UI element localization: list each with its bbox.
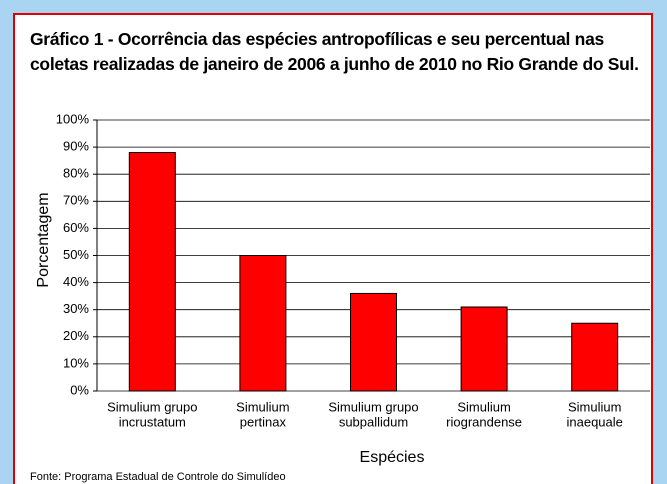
bar bbox=[128, 152, 176, 392]
y-tick-label: 60% bbox=[63, 220, 89, 235]
x-tick-label: Simulium grupo bbox=[107, 399, 197, 414]
y-tick-label: 90% bbox=[63, 139, 89, 154]
x-tick-label: Simulium bbox=[236, 399, 289, 414]
x-tick-label: Simulium bbox=[457, 399, 510, 414]
y-tick-label: 50% bbox=[63, 247, 89, 262]
panel bbox=[13, 13, 653, 484]
bar bbox=[460, 306, 508, 392]
x-tick-label: Simulium bbox=[568, 399, 621, 414]
y-tick-label: 70% bbox=[63, 193, 89, 208]
x-tick-label: pertinax bbox=[240, 414, 287, 429]
x-tick-label: subpallidum bbox=[339, 414, 408, 429]
y-tick-label: 100% bbox=[56, 111, 90, 126]
y-tick-label: 40% bbox=[63, 274, 89, 289]
x-tick-label: inaequale bbox=[567, 414, 623, 429]
y-tick-label: 0% bbox=[70, 382, 89, 397]
source: Fonte: Programa Estadual de Controle do … bbox=[30, 471, 286, 483]
chart-title: Gráfico 1 - Ocorrência das espécies antr… bbox=[30, 29, 639, 74]
x-tick-label: Simulium grupo bbox=[328, 399, 418, 414]
y-tick-label: 80% bbox=[63, 166, 89, 181]
x-tick-label: incrustatum bbox=[119, 414, 186, 429]
x-axis-label: Espécies bbox=[360, 449, 425, 466]
y-tick-label: 10% bbox=[63, 355, 89, 370]
y-tick-label: 20% bbox=[63, 328, 89, 343]
bar bbox=[350, 292, 397, 392]
y-axis-label: Porcentagem bbox=[35, 192, 52, 287]
bar bbox=[239, 255, 287, 392]
bar bbox=[571, 322, 619, 392]
y-tick-label: 30% bbox=[63, 301, 89, 316]
x-tick-label: riograndense bbox=[446, 414, 522, 429]
